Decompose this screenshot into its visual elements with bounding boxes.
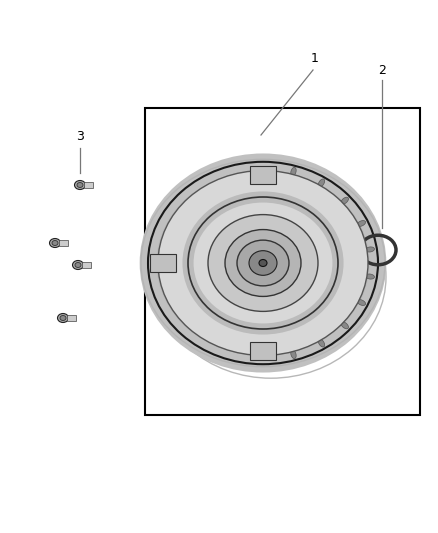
Ellipse shape	[52, 240, 58, 246]
Ellipse shape	[366, 247, 374, 252]
FancyBboxPatch shape	[250, 166, 276, 184]
Ellipse shape	[366, 274, 374, 279]
Bar	[59, 240, 68, 246]
Ellipse shape	[77, 182, 83, 188]
Bar	[82, 262, 91, 268]
Ellipse shape	[291, 350, 296, 359]
Ellipse shape	[148, 162, 378, 364]
Bar	[145, 108, 420, 415]
Ellipse shape	[291, 167, 296, 176]
Ellipse shape	[357, 221, 366, 227]
Text: 2: 2	[378, 64, 386, 77]
Ellipse shape	[259, 260, 267, 266]
Ellipse shape	[318, 339, 325, 347]
Ellipse shape	[60, 316, 66, 320]
Ellipse shape	[208, 215, 318, 311]
Ellipse shape	[341, 322, 349, 329]
Ellipse shape	[75, 262, 81, 268]
Ellipse shape	[357, 300, 366, 305]
Ellipse shape	[74, 181, 85, 190]
Ellipse shape	[158, 171, 368, 356]
Ellipse shape	[148, 162, 378, 364]
Ellipse shape	[237, 240, 289, 286]
Ellipse shape	[73, 261, 84, 270]
Ellipse shape	[225, 230, 301, 296]
Bar	[67, 315, 76, 321]
Ellipse shape	[49, 238, 60, 247]
Ellipse shape	[318, 179, 325, 187]
Ellipse shape	[57, 313, 68, 322]
Text: 3: 3	[76, 130, 84, 143]
FancyBboxPatch shape	[150, 254, 176, 272]
Bar	[84, 182, 93, 188]
FancyBboxPatch shape	[250, 342, 276, 360]
Text: 1: 1	[311, 52, 319, 65]
Ellipse shape	[341, 197, 349, 204]
Ellipse shape	[249, 251, 277, 276]
